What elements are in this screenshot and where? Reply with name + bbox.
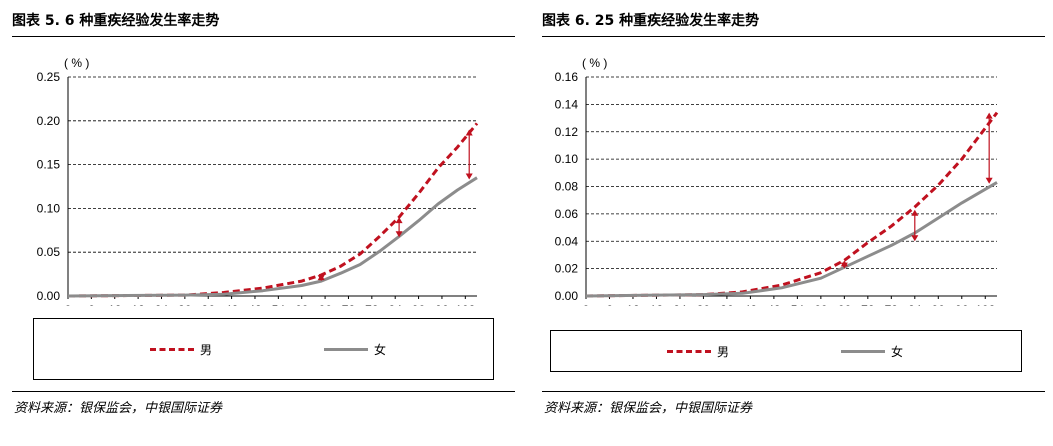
x-tick-label: 78: [885, 303, 899, 306]
gap-arrow: [840, 260, 848, 269]
y-tick-label: 0.16: [555, 70, 579, 84]
x-tick-label: 60: [295, 303, 309, 306]
series-line-male: [67, 122, 479, 298]
gap-arrow: [465, 129, 473, 180]
y-axis-label: ( % ): [64, 56, 89, 70]
x-tick-label: 66: [318, 303, 332, 306]
gap-arrow: [985, 112, 993, 184]
y-tick-label: 0.25: [37, 70, 61, 84]
x-tick-label: 90: [932, 303, 946, 306]
legend-item-female: 女: [324, 319, 386, 379]
gap-arrow-head: [840, 262, 848, 269]
gap-arrow-head: [985, 177, 993, 184]
y-axis-label: ( % ): [582, 56, 607, 70]
chart-title: 图表 6. 25 种重疾经验发生率走势: [542, 13, 760, 29]
gap-arrow-head: [395, 231, 403, 238]
x-tick-label: 66: [838, 303, 852, 306]
x-tick-label: 96: [955, 303, 969, 306]
legend-label-male: 男: [717, 344, 730, 359]
x-tick-label: 84: [908, 303, 922, 306]
x-tick-label: 0: [583, 303, 590, 306]
source-rule: [12, 391, 515, 392]
title-rule: [542, 36, 1045, 37]
legend-swatch-male: [667, 349, 711, 353]
gap-arrow-head: [911, 235, 919, 242]
y-tick-label: 0.06: [555, 207, 579, 221]
x-tick-label: 36: [202, 303, 216, 306]
x-tick-label: 6: [88, 303, 95, 306]
legend-label-female: 女: [374, 342, 387, 357]
x-tick-label: 54: [791, 303, 805, 306]
x-tick-label: 42: [225, 303, 239, 306]
chart-panel-left: 图表 5. 6 种重疾经验发生率走势 0.00 0.05 0.10 0.15 0.20 0…: [0, 0, 515, 446]
gap-arrow-head: [317, 275, 325, 282]
chart-panel-right: 图表 6. 25 种重疾经验发生率走势 0.00 0.02 0.04 0.06 0.08…: [530, 0, 1045, 446]
x-tick-label: 24: [673, 303, 687, 306]
x-tick-label: 96: [435, 303, 449, 306]
line-chart: 0.00 0.02 0.04 0.06 0.08 0.10 0.12 0.14 0.16( % …: [555, 56, 999, 306]
legend-swatch-female: [841, 349, 885, 353]
gap-arrow: [395, 217, 403, 238]
x-tick-label: 12: [108, 303, 122, 306]
y-tick-label: 0.14: [555, 97, 579, 111]
legend-swatch-male: [150, 347, 194, 351]
x-tick-label: 6: [606, 303, 613, 306]
series-line-female: [67, 176, 478, 298]
y-tick-label: 0.08: [555, 180, 579, 194]
x-tick-label: 102: [975, 303, 995, 306]
x-tick-label: 36: [720, 303, 734, 306]
x-tick-label: 72: [861, 303, 875, 306]
x-tick-label: 48: [767, 303, 781, 306]
y-tick-label: 0.05: [37, 245, 61, 259]
x-tick-label: 60: [814, 303, 828, 306]
x-tick-label: 102: [455, 303, 475, 306]
legend-item-male: 男: [150, 319, 212, 379]
gap-arrow-head: [395, 217, 403, 224]
source-note: 资料来源：银保监会，中银国际证券: [14, 401, 223, 416]
chart-title: 图表 5. 6 种重疾经验发生率走势: [12, 13, 220, 29]
x-tick-label: 24: [155, 303, 169, 306]
gap-arrow-head: [911, 209, 919, 216]
source-rule: [542, 391, 1045, 392]
x-tick-label: 30: [697, 303, 711, 306]
x-tick-label: 54: [272, 303, 286, 306]
gap-arrow-head: [465, 173, 473, 180]
x-tick-label: 78: [365, 303, 379, 306]
series-line-male: [585, 111, 999, 298]
y-tick-label: 0.04: [555, 234, 579, 248]
y-tick-label: 0.10: [37, 201, 61, 215]
title-rule: [12, 36, 515, 37]
legend-label-male: 男: [200, 342, 213, 357]
legend-item-female: 女: [841, 331, 903, 371]
x-tick-label: 18: [650, 303, 664, 306]
legend-item-male: 男: [667, 331, 729, 371]
y-tick-label: 0.00: [37, 289, 61, 303]
gap-arrow-head: [465, 129, 473, 136]
gap-arrow: [317, 274, 325, 282]
series-line-female: [585, 181, 998, 298]
y-tick-label: 0.15: [37, 158, 61, 172]
gap-arrow: [911, 209, 919, 242]
legend: 男 女: [550, 330, 1022, 372]
y-tick-label: 0.00: [555, 289, 579, 303]
x-tick-label: 30: [178, 303, 192, 306]
y-tick-label: 0.12: [555, 125, 579, 139]
x-tick-label: 90: [412, 303, 426, 306]
x-tick-label: 48: [248, 303, 262, 306]
source-note: 资料来源：银保监会，中银国际证券: [544, 401, 753, 416]
legend-label-female: 女: [891, 344, 904, 359]
x-tick-label: 42: [744, 303, 758, 306]
x-tick-label: 18: [131, 303, 145, 306]
gap-arrow-head: [985, 112, 993, 119]
x-tick-label: 84: [389, 303, 403, 306]
y-tick-label: 0.10: [555, 152, 579, 166]
x-tick-label: 72: [342, 303, 356, 306]
legend-swatch-female: [324, 347, 368, 351]
y-tick-label: 0.02: [555, 262, 579, 276]
y-tick-label: 0.20: [37, 114, 61, 128]
legend: 男 女: [33, 318, 494, 380]
x-tick-label: 0: [65, 303, 72, 306]
line-chart: 0.00 0.05 0.10 0.15 0.20 0.25( % ) 0 6 12 18 24 30 3…: [37, 56, 479, 306]
x-tick-label: 12: [626, 303, 640, 306]
